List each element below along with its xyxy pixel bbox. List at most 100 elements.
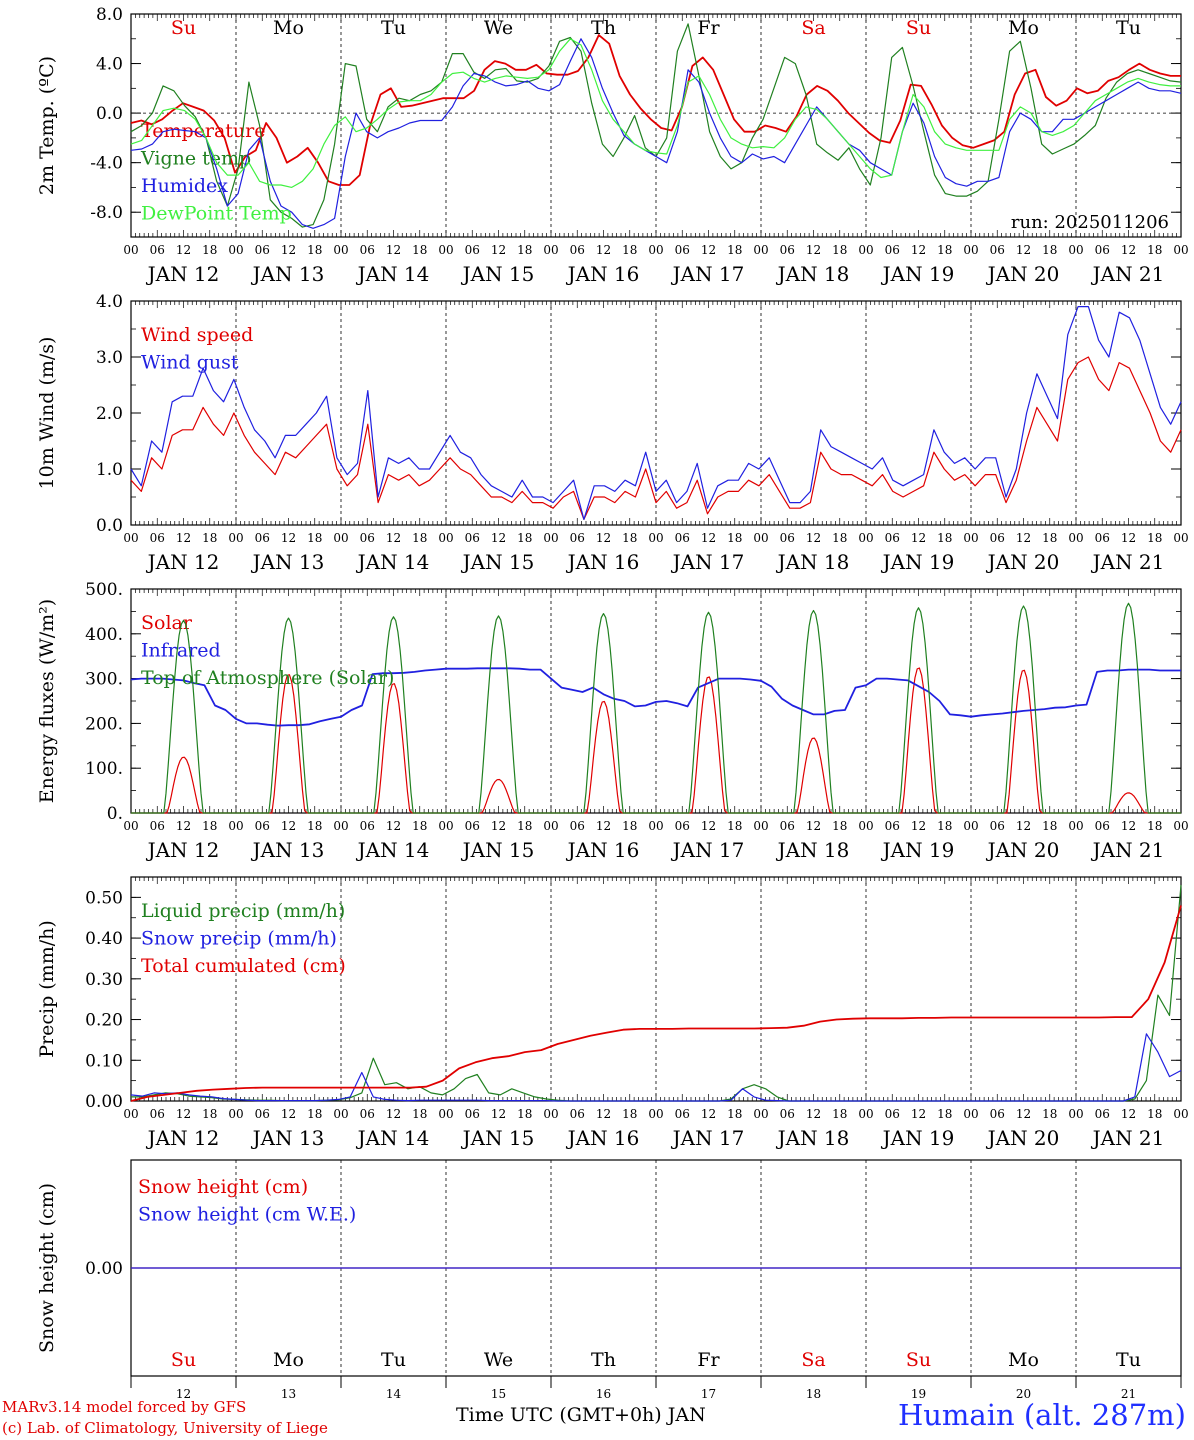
weekday-label: Fr — [697, 17, 720, 39]
hour-tick-label: 00 — [1173, 243, 1188, 257]
y-tick-label: -8.0 — [90, 203, 123, 223]
hour-tick-label: 18 — [202, 1107, 217, 1121]
hour-tick-label: 06 — [465, 531, 480, 545]
hour-tick-label: 06 — [675, 819, 690, 833]
hour-tick-label: 00 — [963, 531, 978, 545]
legend-entry: Temperature — [141, 120, 265, 142]
y-tick-label: 0.20 — [85, 1011, 123, 1031]
hour-tick-label: 18 — [1042, 243, 1057, 257]
hour-tick-label: 00 — [438, 243, 453, 257]
hour-tick-label: 00 — [1173, 531, 1188, 545]
hour-tick-label: 06 — [465, 243, 480, 257]
hour-tick-label: 06 — [150, 1107, 165, 1121]
hour-tick-label: 00 — [1068, 531, 1083, 545]
hour-tick-label: 00 — [753, 531, 768, 545]
series-line — [131, 602, 1181, 814]
hour-tick-label: 00 — [753, 243, 768, 257]
hour-tick-label: 18 — [937, 819, 952, 833]
date-label: JAN 15 — [461, 1126, 535, 1150]
hour-tick-label: 12 — [281, 819, 296, 833]
y-tick-label: 0.30 — [85, 970, 123, 990]
day-number-label: 20 — [1016, 1387, 1031, 1401]
weekday-label: Su — [171, 1349, 196, 1371]
hour-tick-label: 12 — [806, 819, 821, 833]
date-label: JAN 17 — [671, 262, 745, 286]
series-line — [130, 34, 1181, 186]
date-label: JAN 12 — [146, 838, 220, 862]
date-label: JAN 12 — [146, 262, 220, 286]
hour-tick-label: 18 — [1147, 243, 1162, 257]
weekday-label: Tu — [381, 1349, 406, 1371]
hour-tick-label: 00 — [1068, 243, 1083, 257]
day-number-label: 14 — [386, 1387, 402, 1401]
weekday-label: Tu — [1116, 17, 1141, 39]
hour-tick-label: 00 — [543, 1107, 558, 1121]
hour-tick-label: 12 — [1016, 819, 1031, 833]
hour-tick-label: 18 — [202, 531, 217, 545]
date-label: JAN 21 — [1091, 1126, 1165, 1150]
day-number-label: 16 — [596, 1387, 611, 1401]
hour-tick-label: 06 — [360, 819, 375, 833]
hour-tick-label: 00 — [228, 531, 243, 545]
hour-tick-label: 06 — [1095, 1107, 1110, 1121]
date-label: JAN 17 — [671, 550, 745, 574]
y-tick-label: 0.40 — [85, 929, 123, 949]
weekday-label: Su — [906, 17, 931, 39]
hour-tick-label: 00 — [228, 243, 243, 257]
y-tick-label: -4.0 — [90, 154, 123, 174]
hour-tick-label: 12 — [1121, 531, 1136, 545]
hour-tick-label: 12 — [701, 1107, 716, 1121]
date-label: JAN 18 — [776, 262, 850, 286]
hour-tick-label: 12 — [701, 531, 716, 545]
y-axis-label: 10m Wind (m/s) — [36, 337, 58, 490]
hour-tick-label: 18 — [1147, 1107, 1162, 1121]
date-label: JAN 20 — [986, 838, 1060, 862]
hour-tick-label: 12 — [176, 819, 191, 833]
hour-tick-label: 06 — [150, 243, 165, 257]
day-number-label: 21 — [1121, 1387, 1136, 1401]
hour-tick-label: 12 — [281, 531, 296, 545]
legend-entry: Total cumulated (cm) — [141, 955, 346, 977]
y-tick-label: 1.0 — [96, 460, 123, 480]
hour-tick-label: 06 — [150, 531, 165, 545]
hour-tick-label: 18 — [622, 819, 637, 833]
date-label: JAN 18 — [776, 1126, 850, 1150]
date-label: JAN 12 — [146, 550, 220, 574]
hour-tick-label: 06 — [780, 243, 795, 257]
legend-entry: Snow height (cm) — [138, 1176, 308, 1198]
hour-tick-label: 06 — [780, 531, 795, 545]
weekday-label: Fr — [697, 1349, 720, 1371]
hour-tick-label: 18 — [937, 1107, 952, 1121]
hour-tick-label: 06 — [780, 819, 795, 833]
hour-tick-label: 00 — [123, 1107, 138, 1121]
day-number-label: 18 — [806, 1387, 821, 1401]
hour-tick-label: 18 — [307, 531, 322, 545]
date-label: JAN 13 — [251, 262, 325, 286]
hour-tick-label: 00 — [648, 819, 663, 833]
hour-tick-label: 12 — [386, 1107, 401, 1121]
weekday-label: Tu — [381, 17, 406, 39]
date-label: JAN 19 — [881, 838, 955, 862]
hour-tick-label: 12 — [491, 1107, 506, 1121]
y-axis-label: Precip (mm/h) — [36, 920, 58, 1058]
hour-tick-label: 12 — [596, 819, 611, 833]
hour-tick-label: 18 — [412, 531, 427, 545]
hour-tick-label: 12 — [1016, 1107, 1031, 1121]
hour-tick-label: 00 — [123, 531, 138, 545]
series-line — [130, 905, 1182, 1102]
time-axis-label: Time UTC (GMT+0h) JAN — [456, 1404, 706, 1426]
date-label: JAN 19 — [881, 262, 955, 286]
hour-tick-label: 18 — [517, 1107, 532, 1121]
hour-tick-label: 18 — [832, 819, 847, 833]
y-axis-label: Energy fluxes (W/m²) — [36, 599, 58, 803]
hour-tick-label: 12 — [806, 243, 821, 257]
hour-tick-label: 12 — [911, 531, 926, 545]
date-label: JAN 21 — [1091, 262, 1165, 286]
date-label: JAN 15 — [461, 550, 535, 574]
hour-tick-label: 18 — [307, 243, 322, 257]
y-tick-label: 0.50 — [85, 888, 123, 908]
weekday-label: Mo — [1008, 17, 1039, 39]
hour-tick-label: 18 — [517, 531, 532, 545]
legend-entry: Snow precip (mm/h) — [141, 928, 337, 950]
